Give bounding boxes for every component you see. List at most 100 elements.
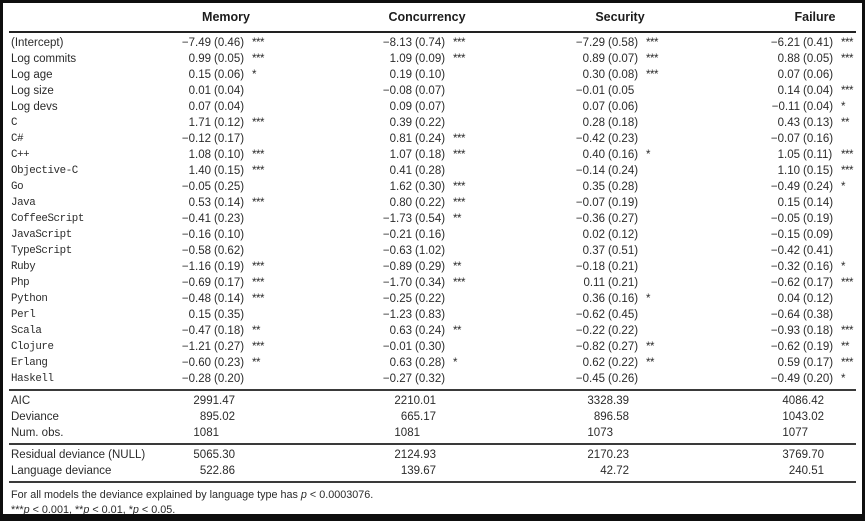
table-row: Log size 0.01 (0.04) −0.08 (0.07) −0.01 (0.05 0… [9, 83, 856, 99]
std-error: (0.22) [415, 293, 446, 305]
std-error: (0.17) [803, 277, 834, 289]
coef-value: −0.45 (0.26) [571, 371, 669, 387]
std-error: (0.04) [803, 101, 834, 113]
estimate: 1.71 [188, 117, 211, 129]
std-error: (0.16) [415, 229, 446, 241]
row-label: (Intercept) [11, 37, 64, 49]
table-row: Java 0.53 (0.14) *** 0.80 (0.22) *** −0.07 (0.19… [9, 195, 856, 211]
coef-value: 1.08 (0.10) *** [177, 147, 275, 163]
std-error: (0.24) [415, 325, 446, 337]
footnote-text: *** [11, 504, 24, 516]
coef-value: −0.27 (0.32) [378, 371, 476, 387]
stat-cell: 2124.93 [323, 447, 523, 463]
estimate: −0.22 [575, 325, 605, 337]
estimate: 0.99 [188, 53, 211, 65]
row-label: Objective-C [11, 165, 78, 177]
header-empty-cell [9, 6, 163, 29]
coef-cell: −0.12 (0.17) [163, 131, 323, 147]
coef-value: −6.21 (0.41) *** [766, 35, 862, 51]
std-error: (0.10) [214, 229, 245, 241]
std-error: (0.54) [415, 213, 446, 225]
coef-value: 1.05 (0.11) *** [766, 147, 862, 163]
significance-stars: *** [252, 117, 264, 129]
stat-value: 4086.42 [766, 393, 862, 409]
table-row: (Intercept) −7.49 (0.46) *** −8.13 (0.74) *** −… [9, 35, 856, 51]
coef-value: 0.36 (0.16) * [571, 291, 669, 307]
estimate: −6.21 [770, 37, 800, 49]
significance-stars: *** [252, 53, 264, 65]
coef-cell: 1.62 (0.30) *** [323, 179, 523, 195]
std-error: (0.12) [214, 117, 245, 129]
row-label: Num. obs. [11, 427, 64, 439]
estimate: 0.15 [188, 309, 211, 321]
coef-cell: 0.14 (0.04) *** [717, 83, 862, 99]
stat-frac: .17 [420, 411, 436, 423]
estimate: −0.64 [770, 309, 800, 321]
estimate: 0.02 [582, 229, 605, 241]
estimate: −1.16 [181, 261, 211, 273]
std-error: (0.07) [608, 53, 639, 65]
std-error: (0.27) [608, 213, 639, 225]
stat-frac: .42 [808, 395, 824, 407]
estimate: −1.73 [382, 213, 412, 225]
coef-cell: 0.88 (0.05) *** [717, 51, 862, 67]
std-error: (0.83) [415, 309, 446, 321]
estimate: 0.14 [777, 85, 800, 97]
stat-value: 2210.01 [378, 393, 476, 409]
estimate: −0.93 [770, 325, 800, 337]
std-error: (0.07) [415, 85, 446, 97]
row-label: TypeScript [11, 245, 72, 257]
table-row: Residual deviance (NULL) 5065.30 2124.93 21… [9, 447, 856, 463]
estimate: 0.80 [389, 197, 412, 209]
coef-cell: −0.41 (0.23) [163, 211, 323, 227]
coef-value: −0.82 (0.27) ** [571, 339, 669, 355]
row-label: Log commits [11, 53, 77, 65]
coef-cell: −1.70 (0.34) *** [323, 275, 523, 291]
significance-stars: *** [646, 69, 658, 81]
std-error: (0.06) [608, 101, 639, 113]
significance-stars: *** [453, 53, 465, 65]
stat-frac: .93 [420, 449, 436, 461]
coef-value: −0.25 (0.22) [378, 291, 476, 307]
stat-frac: .39 [613, 395, 629, 407]
estimate: 0.07 [582, 101, 605, 113]
estimate: 0.28 [582, 117, 605, 129]
coef-value: −0.15 (0.09) [766, 227, 862, 243]
coef-value: 0.14 (0.04) *** [766, 83, 862, 99]
stat-value: 2124.93 [378, 447, 476, 463]
estimate: −0.05 [770, 213, 800, 225]
coef-cell: −0.18 (0.21) [523, 259, 717, 275]
coef-cell: −0.48 (0.14) *** [163, 291, 323, 307]
std-error: (0.24) [415, 133, 446, 145]
std-error: (0.30) [415, 341, 446, 353]
row-label: Php [11, 277, 30, 289]
coef-value: −1.23 (0.83) [378, 307, 476, 323]
coef-cell: 0.39 (0.22) [323, 115, 523, 131]
std-error: (0.27) [608, 341, 639, 353]
coef-value: −0.42 (0.23) [571, 131, 669, 147]
std-error: (0.45) [608, 309, 639, 321]
coef-cell: 0.43 (0.13) ** [717, 115, 862, 131]
table-row: Deviance 895.02 665.17 896.58 1043.02 [9, 409, 856, 425]
coef-value: 0.41 (0.28) [378, 163, 476, 179]
coef-cell: −0.07 (0.16) [717, 131, 862, 147]
coef-cell: −0.89 (0.29) ** [323, 259, 523, 275]
coef-cell: −0.93 (0.18) *** [717, 323, 862, 339]
table-row: TypeScript −0.58 (0.62) −0.63 (1.02) 0.37 (0.5… [9, 243, 856, 259]
significance-stars: * [646, 149, 650, 161]
significance-stars: ** [252, 325, 260, 337]
table-header-row: Memory Concurrency Security Failure [9, 6, 856, 29]
coef-value: 0.39 (0.22) [378, 115, 476, 131]
row-label: Residual deviance (NULL) [11, 449, 146, 461]
stat-frac: .02 [808, 411, 824, 423]
coef-value: 1.10 (0.15) *** [766, 163, 862, 179]
coef-value: −0.21 (0.16) [378, 227, 476, 243]
stat-cell: 240.51 [717, 463, 862, 479]
std-error: (0.16) [803, 261, 834, 273]
significance-stars: *** [841, 37, 853, 49]
table-row: Go −0.05 (0.25) 1.62 (0.30) *** 0.35 (0.28) −0.4… [9, 179, 856, 195]
significance-stars: * [252, 69, 256, 81]
significance-stars: ** [646, 341, 654, 353]
estimate: 1.62 [389, 181, 412, 193]
coef-value: 0.28 (0.18) [571, 115, 669, 131]
